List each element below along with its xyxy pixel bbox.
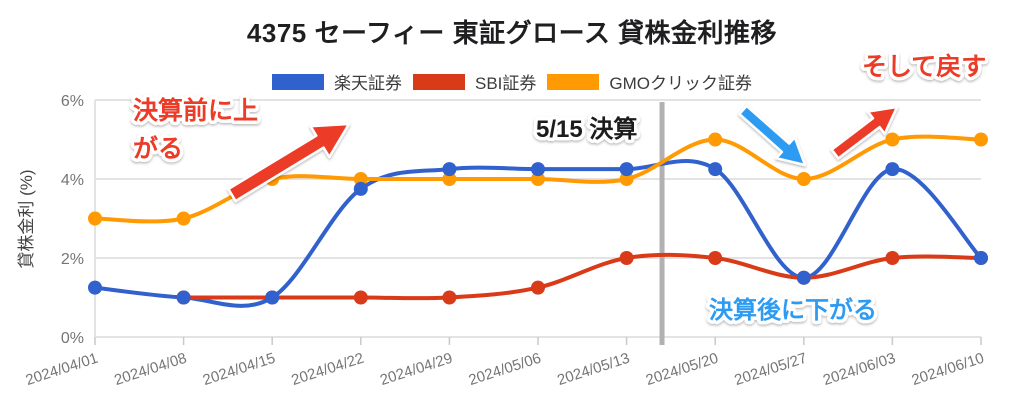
series-line xyxy=(181,252,983,301)
data-point xyxy=(442,290,457,305)
data-point xyxy=(974,132,988,147)
data-point xyxy=(708,162,723,177)
drop-arrow-icon xyxy=(738,104,807,167)
x-axis: 2024/04/01 2024/04/08 2024/04/15 2024/04/22… xyxy=(24,337,987,389)
data-point xyxy=(176,290,191,305)
revert-note: そして戻す xyxy=(862,52,986,81)
data-point xyxy=(708,251,723,265)
data-point xyxy=(796,270,811,285)
data-point xyxy=(619,251,634,265)
legend-swatch xyxy=(271,73,324,90)
data-point xyxy=(708,132,723,147)
data-point xyxy=(353,172,368,186)
data-point xyxy=(265,290,280,305)
pre-earnings-note: がる xyxy=(133,134,183,163)
legend: 楽天証券 SBI証券 GMOクリック証券 xyxy=(0,69,1024,94)
x-tick-label: 2024/04/15 xyxy=(201,350,278,389)
legend-label: GMOクリック証券 xyxy=(609,74,752,93)
legend-swatch xyxy=(412,73,465,90)
rise-arrow-icon xyxy=(227,122,351,203)
annotation-arrows xyxy=(227,104,899,203)
data-point xyxy=(176,211,191,226)
data-point xyxy=(885,132,900,147)
post-earnings-note: 決算後に下がる xyxy=(709,296,877,324)
legend-item: SBI証券 xyxy=(412,69,537,94)
x-tick-label: 2024/05/27 xyxy=(732,350,809,389)
x-tick-label: 2024/04/08 xyxy=(112,350,189,389)
x-tick-label: 2024/05/06 xyxy=(467,350,544,389)
data-point xyxy=(353,290,368,305)
data-point xyxy=(88,211,102,226)
x-tick-label: 2024/05/20 xyxy=(644,350,721,389)
x-tick-label: 2024/06/10 xyxy=(910,350,987,389)
rebound-arrow-icon xyxy=(830,105,899,160)
earnings-day-note: 5/15 決算 xyxy=(536,115,637,143)
data-point xyxy=(974,251,988,265)
y-tick-label: 0% xyxy=(61,330,84,347)
data-point xyxy=(88,280,102,295)
x-tick-label: 2024/04/29 xyxy=(378,350,455,389)
pre-earnings-note: 決算前に上 xyxy=(133,96,258,125)
y-tick-label: 6% xyxy=(61,93,84,110)
y-axis-title: 貸株金利 (%) xyxy=(17,169,36,268)
series-line xyxy=(93,159,983,308)
legend-swatch xyxy=(547,73,600,90)
series-lines xyxy=(93,134,983,308)
data-point xyxy=(442,172,457,186)
legend-item: 楽天証券 xyxy=(271,69,402,94)
x-tick-label: 2024/04/01 xyxy=(24,350,101,389)
legend-item: GMOクリック証券 xyxy=(547,69,752,94)
x-tick-label: 2024/05/13 xyxy=(555,350,632,389)
data-point xyxy=(353,181,368,196)
data-point xyxy=(885,251,900,265)
data-point xyxy=(885,162,900,177)
data-point xyxy=(619,162,634,177)
data-point xyxy=(442,162,457,177)
chart-title: 4375 セーフィー 東証グロース 貸株金利推移 xyxy=(246,18,778,48)
data-point xyxy=(531,280,545,295)
legend-label: 楽天証券 xyxy=(333,74,402,93)
data-point xyxy=(531,172,545,186)
data-point xyxy=(619,172,634,186)
data-point xyxy=(531,162,545,177)
legend-label: SBI証券 xyxy=(474,74,537,93)
x-tick-label: 2024/06/03 xyxy=(821,350,898,389)
data-point xyxy=(796,172,811,186)
y-tick-label: 2% xyxy=(61,251,84,268)
y-tick-label: 4% xyxy=(61,172,84,189)
x-tick-label: 2024/04/22 xyxy=(289,350,366,389)
